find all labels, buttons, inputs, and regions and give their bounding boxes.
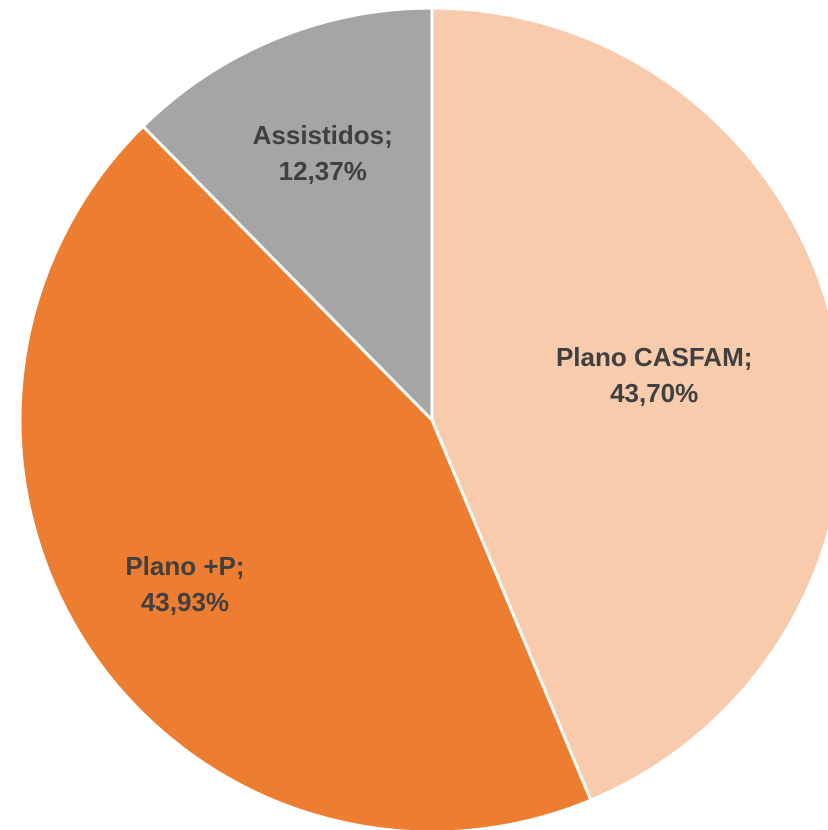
- value-label: 43,93%: [140, 587, 230, 618]
- category-label: Plano CASFAM;: [555, 342, 753, 373]
- category-label: Plano +P;: [125, 551, 245, 582]
- pie-slice: [141, 6, 434, 422]
- value-label: 12,37%: [278, 156, 367, 187]
- pie-slice: [430, 6, 828, 802]
- data-label: Plano CASFAM; 43,70%: [554, 339, 754, 411]
- value-label: 43,70%: [610, 378, 699, 409]
- pie-slice: [18, 124, 593, 830]
- data-label: Assistidos; 12,37%: [213, 117, 433, 189]
- data-label: Plano +P; 43,93%: [65, 548, 305, 620]
- category-label: Assistidos;: [252, 120, 393, 151]
